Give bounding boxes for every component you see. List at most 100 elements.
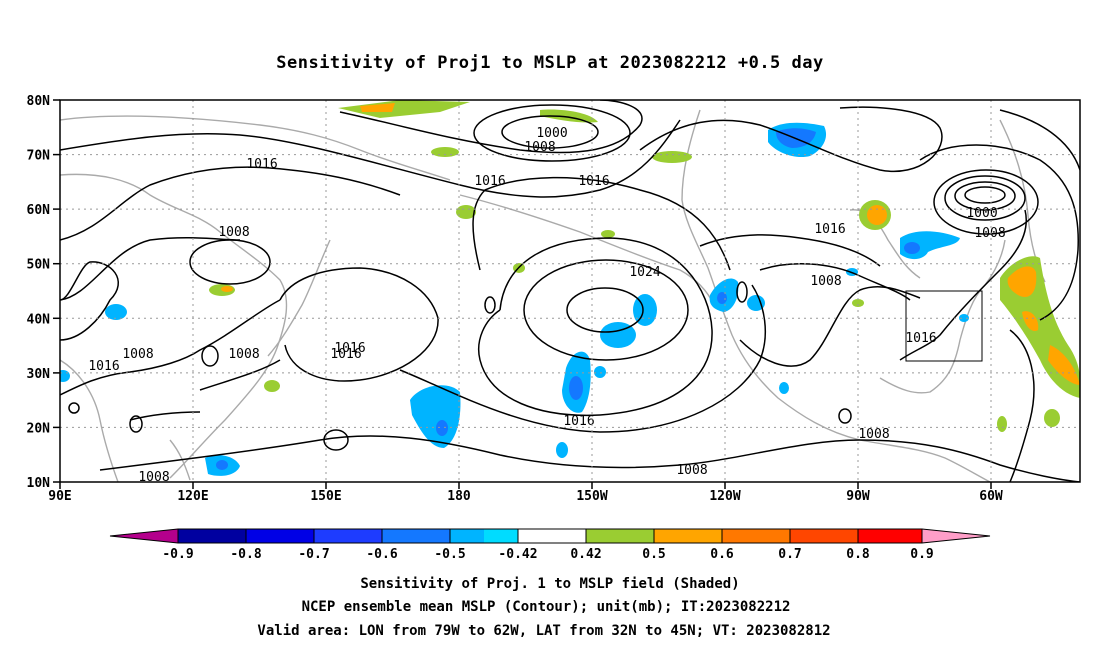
positive-sensitivity-region [1044, 409, 1060, 427]
negative-sensitivity-region [410, 385, 461, 448]
contour-line [954, 181, 1016, 211]
contour-label: 1016 [563, 414, 594, 429]
contour-label: 1008 [218, 225, 249, 240]
coast-east-asia [60, 173, 288, 479]
strong-positive-sensitivity-region [360, 103, 395, 112]
contour-label: 1016 [334, 341, 365, 356]
positive-sensitivity-region [601, 230, 615, 238]
strong-negative-sensitivity-region [904, 242, 920, 254]
contour-label: 1008 [228, 347, 259, 362]
mslp-contours [60, 100, 1080, 482]
colorbar-label: 0.8 [846, 547, 870, 562]
contour-line [99, 435, 1080, 482]
negative-sensitivity-region [556, 442, 568, 458]
lon-label: 120W [709, 489, 740, 504]
contour-labels: 1000 1008 1016 1016 1008 1016 1008 1016 … [88, 126, 1005, 485]
contour-line [639, 106, 943, 173]
longitude-labels: 90E 120E 150E 180 150W 120W 90W 60W [48, 489, 1003, 504]
colorbar-label: 0.5 [642, 547, 665, 562]
colorbar-cell [246, 529, 314, 543]
coast-japan [267, 239, 331, 357]
contour-line [472, 176, 731, 271]
valid-area-box [905, 290, 983, 362]
contour-line [1009, 329, 1035, 482]
colorbar-cell [586, 529, 654, 543]
contour-label: 1016 [474, 174, 505, 189]
contour-label: 1016 [88, 359, 119, 374]
contour-label: 1008 [974, 226, 1005, 241]
contour-label: 1016 [905, 331, 936, 346]
colorbar-cell [110, 529, 178, 543]
contour-line [339, 100, 643, 154]
colorbar-cell [382, 529, 450, 543]
positive-sensitivity-region [997, 416, 1007, 432]
contour-label: 1008 [524, 140, 555, 155]
contour-line [201, 345, 219, 367]
contour-line [838, 408, 852, 424]
positive-sensitivity-region [652, 151, 692, 163]
lat-label: 10N [27, 476, 51, 491]
lon-label: 60W [979, 489, 1003, 504]
contour-line [899, 209, 1027, 361]
figure-title: Sensitivity of Proj1 to MSLP at 20230822… [276, 53, 823, 73]
contour-label: 1000 [966, 206, 997, 221]
strong-negative-sensitivity-region [436, 420, 448, 436]
contour-line [484, 296, 496, 314]
strong-positive-sensitivity-region [1007, 266, 1037, 297]
colorbar-label: -0.42 [498, 547, 537, 562]
strong-positive-sensitivity-region [867, 205, 887, 225]
positive-sensitivity-region [264, 380, 280, 392]
colorbar-cell [790, 529, 858, 543]
contour-label: 1008 [122, 347, 153, 362]
map-frame [59, 99, 1081, 483]
lon-label: 150W [576, 489, 607, 504]
contour-line [523, 259, 689, 361]
strong-negative-sensitivity-region [216, 460, 228, 470]
colorbar-label: 0.7 [778, 547, 801, 562]
caption-line-3: Valid area: LON from 79W to 62W, LAT fro… [257, 623, 830, 639]
lat-label: 20N [27, 421, 51, 436]
colorbar-label: -0.6 [366, 547, 397, 562]
contour-line [473, 104, 631, 162]
colorbar: -0.9 -0.8 -0.7 -0.6 -0.5 -0.42 0.42 0.5 … [109, 528, 991, 562]
contour-label: 1000 [536, 126, 567, 141]
colorbar-cell [518, 529, 586, 543]
contour-label: 1016 [330, 347, 361, 362]
contour-line [129, 415, 143, 433]
contour-line [699, 234, 881, 267]
coast-north-asia [60, 115, 451, 181]
negative-sensitivity-region [779, 382, 789, 394]
caption-line-2: NCEP ensemble mean MSLP (Contour); unit(… [302, 599, 791, 615]
contour-line [60, 261, 119, 341]
lat-label: 60N [27, 203, 51, 218]
colorbar-cell [858, 529, 922, 543]
contour-label: 1008 [138, 470, 169, 485]
axis-ticks [53, 99, 992, 489]
strong-positive-sensitivity-region [1048, 345, 1080, 385]
contour-line [399, 284, 766, 433]
contour-line [60, 299, 281, 396]
positive-sensitivity-region [431, 147, 459, 157]
graticule [60, 100, 1080, 482]
lat-label: 30N [27, 367, 51, 382]
colorbar-cell [450, 529, 484, 543]
contour-line [199, 359, 281, 391]
contour-line [964, 186, 1006, 204]
contour-line [566, 287, 644, 333]
contour-label: 1008 [810, 274, 841, 289]
lat-label: 70N [27, 149, 51, 164]
contour-line [60, 119, 681, 198]
positive-sensitivity-region [338, 100, 470, 118]
colorbar-cell [178, 529, 246, 543]
contour-line [68, 402, 80, 414]
strong-positive-sensitivity-region [221, 286, 233, 292]
lon-label: 90W [846, 489, 870, 504]
lat-label: 40N [27, 312, 51, 327]
contour-line [323, 429, 349, 451]
negative-sensitivity-region [633, 294, 657, 326]
latitude-labels: 80N 70N 60N 50N 40N 30N 20N 10N [27, 94, 51, 491]
strong-negative-sensitivity-region [569, 376, 583, 400]
positive-sensitivity-region [540, 109, 598, 123]
colorbar-cell [722, 529, 790, 543]
